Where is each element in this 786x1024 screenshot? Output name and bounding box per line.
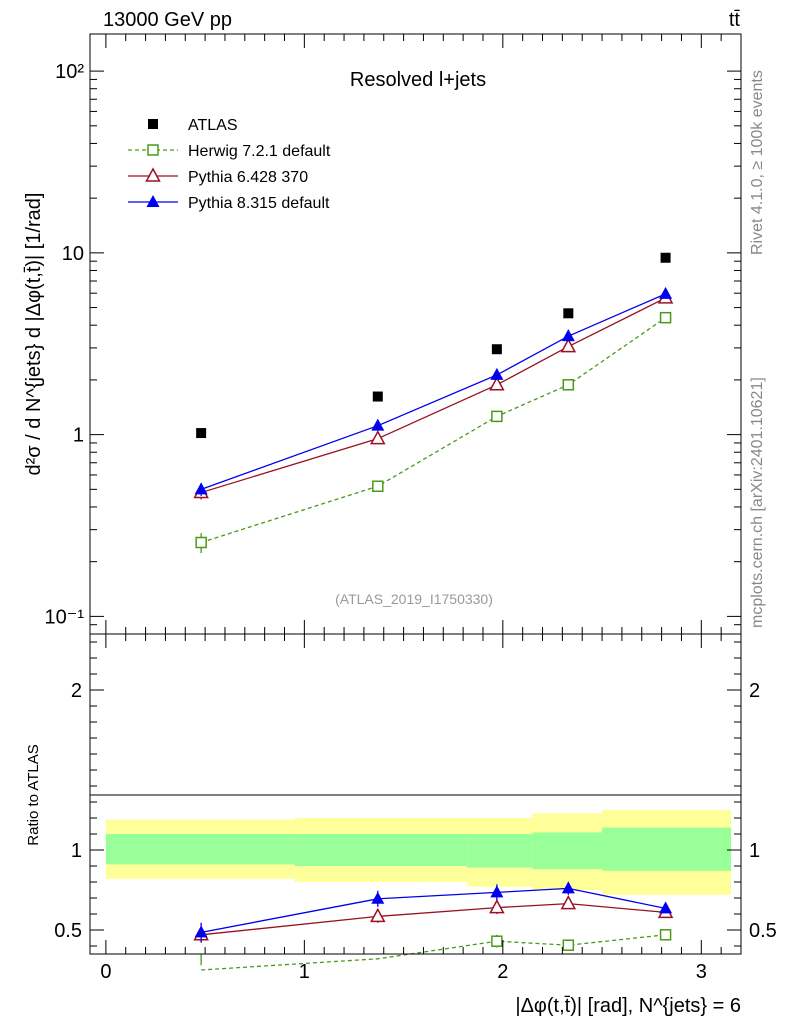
main-y-tick-label-2: 10 — [62, 243, 84, 265]
main-point-1-4 — [659, 311, 672, 324]
legend-marker-3 — [146, 195, 160, 207]
main-series-group — [193, 252, 674, 554]
ratio-y-tick-label-left-0: 0.5 — [54, 920, 82, 942]
main-y-tick-label-0: 10⁻¹ — [45, 606, 85, 628]
ratio-point-1-2 — [489, 899, 505, 914]
ratio-point-2-3 — [561, 881, 575, 894]
ratio-line-0 — [201, 934, 666, 971]
ratio-plot-panel: 0.5 0.5 1 1 2 2 0 1 2 3 Ratio to ATLAS |Δφ(t,t̄)|… — [25, 633, 777, 1017]
main-point-1-1 — [372, 480, 384, 492]
main-y-tick-label-3: 10² — [55, 61, 84, 83]
plot-title: Resolved l+jets — [350, 69, 486, 91]
ratio-y-tick-label-right-0: 0.5 — [749, 920, 777, 942]
main-axis-ticks: 10⁻¹ 1 10 10² — [45, 34, 741, 635]
legend: ATLAS Herwig 7.2.1 default Pythia 6.428 37… — [128, 117, 331, 212]
analysis-label: (ATLAS_2019_I1750330) — [335, 591, 493, 607]
ratio-band-inner-0 — [105, 834, 295, 865]
process-label: tt̄ — [729, 9, 741, 31]
main-point-2-2 — [489, 376, 505, 391]
x-axis-label: |Δφ(t,t̄)| [rad], N^{jets} = 6 — [515, 995, 741, 1017]
ratio-point-0-4 — [659, 929, 672, 941]
main-point-0-3 — [563, 308, 574, 319]
main-point-0-4 — [660, 252, 671, 263]
main-point-1-0 — [195, 536, 207, 549]
ratio-series-group — [193, 881, 674, 971]
ratio-band-inner-1 — [294, 834, 468, 866]
source-label: mcplots.cern.ch [arXiv:2401.10621] — [749, 377, 766, 628]
main-point-0-2 — [491, 344, 502, 355]
ratio-point-2-0 — [194, 925, 208, 938]
main-point-3-2 — [490, 367, 504, 380]
ratio-point-2-4 — [659, 901, 673, 914]
legend-marker-1 — [147, 144, 159, 156]
legend-label-3: Pythia 8.315 default — [188, 195, 330, 212]
main-point-3-0 — [194, 482, 208, 495]
ratio-point-2-2 — [490, 885, 504, 898]
main-y-tick-label-1: 1 — [73, 425, 84, 447]
energy-label: 13000 GeV pp — [103, 9, 232, 31]
ratio-axis-ticks: 0.5 0.5 1 1 2 2 0 1 2 3 — [54, 634, 777, 983]
main-point-0-0 — [196, 428, 207, 439]
x-tick-label-0: 0 — [100, 961, 111, 983]
ratio-point-2-1 — [371, 891, 385, 904]
ratio-band-inner-2 — [467, 834, 533, 868]
ratio-point-0-2 — [491, 935, 503, 947]
rivet-label: Rivet 4.1.0, ≥ 100k events — [749, 70, 766, 255]
main-point-3-1 — [371, 418, 385, 431]
main-line-3 — [200, 293, 666, 490]
main-point-1-2 — [491, 410, 503, 423]
legend-label-1: Herwig 7.2.1 default — [188, 143, 331, 160]
ratio-y-axis-label: Ratio to ATLAS — [25, 744, 42, 845]
ratio-point-1-1 — [370, 907, 386, 923]
x-tick-label-2: 2 — [497, 961, 508, 983]
ratio-line-2 — [201, 887, 666, 934]
ratio-point-0-3 — [562, 939, 575, 951]
ratio-y-tick-label-right-2: 2 — [749, 680, 760, 702]
ratio-y-tick-label-right-1: 1 — [749, 840, 760, 862]
main-line-2 — [200, 297, 666, 494]
legend-marker-0 — [148, 119, 158, 129]
main-line-1 — [200, 317, 666, 544]
legend-label-0: ATLAS — [188, 117, 238, 134]
legend-label-2: Pythia 6.428 370 — [188, 169, 308, 186]
ratio-y-tick-label-left-2: 2 — [71, 680, 82, 702]
ratio-y-tick-label-left-1: 1 — [71, 840, 82, 862]
main-point-1-3 — [562, 379, 575, 391]
main-point-3-3 — [561, 329, 575, 342]
main-y-axis-label: d²σ / d N^{jets} d |Δφ(t,t̄)| [1/rad] — [23, 193, 45, 476]
main-point-2-1 — [370, 430, 386, 445]
x-tick-label-3: 3 — [696, 961, 707, 983]
main-point-0-1 — [372, 391, 383, 402]
ratio-plot-frame — [89, 633, 742, 955]
main-plot-panel: 10⁻¹ 1 10 10² Resolved l+jets (ATLAS_2019_I… — [23, 33, 742, 635]
ratio-uncertainty-bands — [105, 810, 732, 895]
x-tick-label-1: 1 — [299, 961, 310, 983]
main-point-3-4 — [659, 286, 673, 299]
ratio-band-inner-3 — [532, 832, 603, 870]
ratio-band-inner-4 — [602, 827, 732, 871]
legend-marker-2 — [145, 167, 161, 182]
main-point-2-3 — [560, 338, 577, 353]
ratio-point-1-3 — [560, 895, 577, 910]
